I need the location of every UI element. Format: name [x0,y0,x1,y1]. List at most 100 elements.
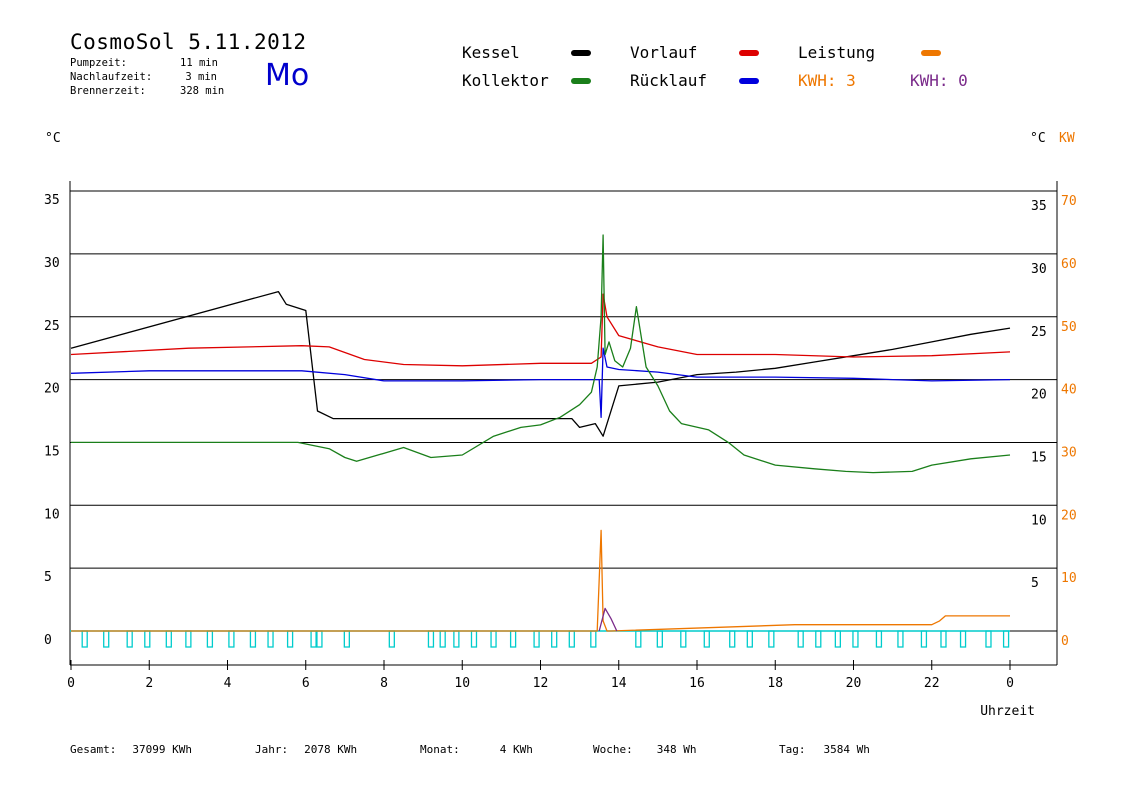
x-tick-label: 0 [1006,676,1014,691]
left-axis-unit: °C [45,131,61,146]
y-tick-label-right-kw: 50 [1061,320,1077,335]
pump-pulse [388,630,395,648]
pump-pulse [680,630,687,648]
footer-value: 4 KWh [499,743,533,756]
pump-pulse [940,630,947,648]
y-tick-label-left: 5 [44,570,52,585]
pump-pulse [568,630,575,648]
legend-vorlauf-label: Vorlauf [630,43,698,62]
legend-ruecklauf-label: Rücklauf [630,71,708,90]
footer-label: Jahr: [255,743,289,756]
pump-pulse [746,630,753,648]
y-tick-label-right-kw: 20 [1061,508,1077,523]
x-tick-label: 18 [767,676,783,691]
y-tick-label-right-c: 5 [1031,576,1039,591]
pump-pulse [729,630,736,648]
right-axis-unit-c: °C [1030,131,1046,146]
y-tick-label-right-c: 35 [1031,199,1047,214]
y-tick-label-left: 0 [44,633,52,648]
y-tick-label-left: 35 [44,193,60,208]
footer-monat: Monat: 4 KWh [420,743,533,756]
x-tick-label: 8 [380,676,388,691]
pump-pulse [533,630,540,648]
x-axis-label: Uhrzeit [980,704,1035,719]
x-tick-label: 6 [302,676,310,691]
y-tick-label-right-c: 20 [1031,388,1047,403]
y-tick-label-right-kw: 0 [1061,634,1069,649]
pump-pulse [316,630,323,648]
legend-vorlauf-swatch [739,50,759,56]
pump-pulse [267,630,274,648]
pump-pulse [768,630,775,648]
pump-pulse [920,630,928,648]
pump-pulse [286,630,294,648]
series-line-leistung [71,529,1010,632]
pump-pulse [875,630,883,648]
right-axis-unit-kw: KW [1059,131,1075,146]
pump-pulse [470,630,478,648]
pump-pulse [959,630,967,648]
x-tick-label: 14 [611,676,627,691]
footer-label: Tag: [779,743,806,756]
pump-pulse [144,630,151,648]
y-tick-label-right-kw: 60 [1061,257,1077,272]
pump-pulse [635,630,642,648]
pump-pulse [490,630,497,648]
series-line-vorlauf [70,293,1011,367]
pump-pulse [81,630,88,648]
x-tick-label: 4 [224,676,232,691]
x-tick-label: 0 [67,676,75,691]
footer-label: Monat: [420,743,460,756]
pump-pulse [126,630,133,648]
stat-label: Nachlaufzeit: [70,71,153,83]
legend-leistung-swatch [921,50,941,56]
footer-label: Woche: [593,743,633,756]
series-line-r-cklauf [70,347,1011,418]
pump-pulse [310,630,317,648]
pump-pulse [797,630,804,648]
series-line-kollektor [71,234,1011,474]
footer-gesamt: Gesamt: 37099 KWh [70,743,192,756]
y-tick-label-right-c: 15 [1031,450,1047,465]
legend-kollektor-label: Kollektor [462,71,549,90]
footer-label: Gesamt: [70,743,117,756]
pump-pulse [228,630,235,648]
legend-kessel-label: Kessel [462,43,520,62]
stat-nachlaufzeit: Nachlaufzeit: 3 min [70,71,217,83]
pump-pulse [165,630,172,648]
stat-label: Pumpzeit: [70,57,127,69]
series-line-kwh [598,607,618,632]
pump-pulse [1002,630,1010,648]
legend-leistung-label: Leistung [798,43,876,62]
y-tick-label-right-kw: 30 [1061,445,1077,460]
x-tick-label: 20 [846,676,862,691]
pump-pulse [439,630,446,648]
x-tick-label: 2 [145,676,153,691]
pump-pulse [343,630,350,648]
legend-kollektor-swatch [571,78,591,84]
legend-kessel-swatch [571,50,591,56]
pump-pulse [590,630,597,648]
y-tick-label-right-kw: 40 [1061,383,1077,398]
y-tick-label-right-c: 10 [1031,513,1047,528]
pump-pulse [985,630,992,648]
footer-jahr: Jahr: 2078 KWh [255,743,357,756]
pump-pulse [453,630,460,648]
footer-tag: Tag: 3584 Wh [779,743,870,756]
y-tick-label-left: 20 [44,382,60,397]
y-tick-label-right-c: 25 [1031,325,1047,340]
footer-value: 3584 Wh [823,743,870,756]
legend-kwh-purple: KWH: 0 [910,71,968,90]
pump-pulse [509,630,517,648]
app-title: CosmoSol 5.11.2012 [70,30,307,54]
pump-pulse [185,630,192,648]
pump-pulse [703,630,710,648]
pump-pulse [897,630,904,648]
y-tick-label-left: 30 [44,256,60,271]
footer-woche: Woche: 348 Wh [593,743,697,756]
legend-ruecklauf-swatch [739,78,759,84]
y-tick-label-left: 25 [44,319,60,334]
pump-pulse [656,630,663,648]
y-tick-label-right-c: 30 [1031,262,1047,277]
